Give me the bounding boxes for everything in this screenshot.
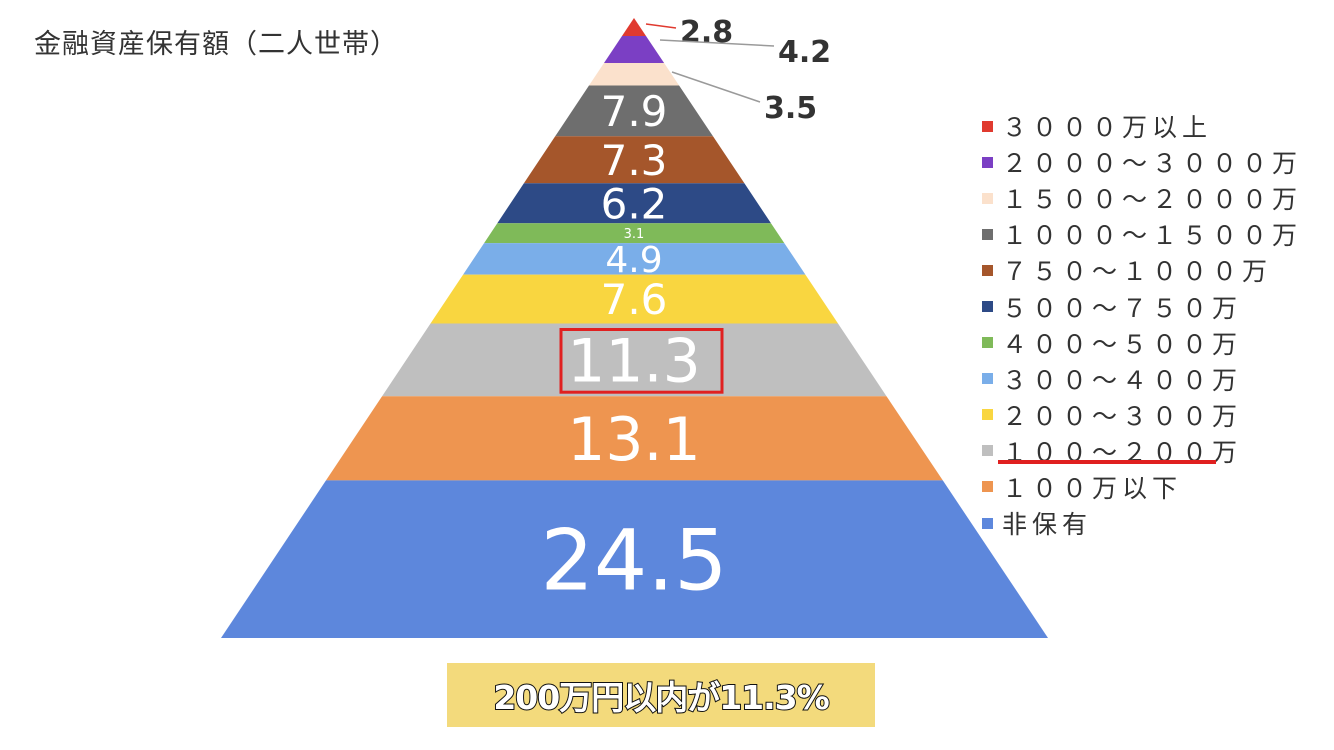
callout-label-1: 4.2 [778,35,831,70]
legend-item-7: ３００～４００万 [982,361,1302,397]
caption-text: 200万円以内が11.3% [492,677,830,718]
legend-item-3: １０００～１５００万 [982,216,1302,252]
segment-label-4: 7.3 [601,136,668,185]
pyramid-segment-1 [604,36,665,63]
callout-leader-0 [645,23,677,29]
legend-label-8: ２００～３００万 [1002,401,1243,431]
legend-label-10: １００万以下 [1002,473,1183,503]
segment-label-11: 24.5 [540,512,727,610]
segment-label-7: 4.9 [605,240,662,281]
segment-label-9: 11.3 [567,326,701,396]
legend-swatch-8 [982,409,993,421]
legend-item-1: ２０００～３０００万 [982,144,1302,180]
legend-item-5: ５００～７５０万 [982,288,1302,324]
segment-label-5: 6.2 [601,179,668,228]
legend-swatch-10 [982,481,993,493]
pyramid-segment-11 [221,480,1048,638]
legend-swatch-11 [982,517,993,529]
legend-item-0: ３０００万以上 [982,108,1302,144]
legend-item-11: 非保有 [982,505,1302,541]
legend-swatch-4 [982,264,993,276]
legend-label-3: １０００～１５００万 [1002,221,1303,251]
legend-highlight-underline [998,460,1216,464]
legend-item-10: １００万以下 [982,469,1302,505]
pyramid-segment-5 [497,183,771,224]
legend-label-2: １５００～２０００万 [1002,185,1303,215]
legend-item-6: ４００～５００万 [982,325,1302,361]
legend-item-4: ７５０～１０００万 [982,252,1302,288]
pyramid-segment-2 [589,63,680,86]
legend-swatch-6 [982,337,993,349]
pyramid-segment-4 [523,136,745,184]
legend-swatch-7 [982,373,993,385]
legend-swatch-0 [982,120,993,132]
callout-leader-2 [671,71,761,103]
legend-swatch-1 [982,156,993,168]
legend-swatch-5 [982,301,993,313]
caption-banner: 200万円以内が11.3% [447,663,875,727]
legend-label-1: ２０００～３０００万 [1002,149,1303,179]
segment-label-3: 7.9 [601,87,668,136]
chart-title: 金融資産保有額（二人世帯） [34,29,398,60]
legend-label-11: 非保有 [1002,510,1093,540]
legend-swatch-9 [982,445,993,457]
segment-label-8: 7.6 [601,275,668,324]
legend-label-7: ３００～４００万 [1002,365,1243,395]
legend-label-6: ４００～５００万 [1002,329,1243,359]
callout-leader-1 [659,39,775,47]
chart-legend: ３０００万以上 ２０００～３０００万 １５００～２０００万 １０００～１５００万 ７５０… [982,108,1302,541]
legend-label-5: ５００～７５０万 [1002,293,1243,323]
pyramid-segment-3 [555,85,713,137]
legend-label-4: ７５０～１０００万 [1002,257,1273,287]
callout-label-2: 3.5 [764,91,817,126]
segment-label-6: 3.1 [624,227,645,242]
legend-label-0: ３０００万以上 [1002,113,1213,143]
highlight-box [559,328,724,394]
pyramid-segment-8 [430,274,838,324]
legend-item-2: １５００～２０００万 [982,180,1302,216]
pyramid-segment-0 [622,18,646,36]
pyramid-segment-9 [382,323,887,397]
callout-label-0: 2.8 [680,15,733,50]
pyramid-segment-6 [484,223,785,244]
legend-swatch-3 [982,228,993,240]
pyramid-chart: 2.8 4.2 3.5 7.97.36.23.14.97.611.3 13.1 24.5 [221,15,1048,638]
pyramid-segment-10 [326,396,943,481]
segment-label-10: 13.1 [567,405,701,475]
legend-swatch-2 [982,192,993,204]
pyramid-segment-7 [463,243,806,275]
legend-item-8: ２００～３００万 [982,397,1302,433]
